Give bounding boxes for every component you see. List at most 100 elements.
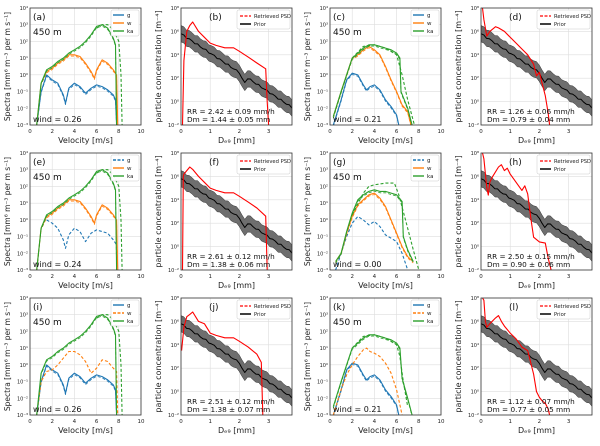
series-ka-model-line xyxy=(335,190,414,264)
x-tick-label: 4 xyxy=(373,129,377,135)
retrieved-psd-line xyxy=(482,298,551,415)
series-ka-line xyxy=(335,189,414,262)
legend-label-prior: Prior xyxy=(554,22,567,28)
dm-annotation: Dm = 0.79 ± 0.04 mm xyxy=(487,115,570,124)
y-tick-label: 10⁴ xyxy=(320,151,328,157)
x-tick-label: 0 xyxy=(28,419,32,425)
x-tick-label: 3 xyxy=(567,129,571,135)
axes-frame xyxy=(480,152,593,271)
prior-band xyxy=(481,25,592,117)
y-tick-label: 10⁰ xyxy=(171,100,179,106)
series-g-line xyxy=(335,215,409,270)
x-tick-label: 8 xyxy=(417,129,421,135)
y-tick-label: 10⁸ xyxy=(471,151,479,157)
panel-label: (k) xyxy=(333,303,345,313)
rr-annotation: RR = 2.61 ± 0.12 mm/h xyxy=(187,252,275,261)
y-tick-label: 10² xyxy=(320,329,328,335)
y-tick-label: 10⁶ xyxy=(171,319,179,325)
legend-box xyxy=(410,9,440,37)
plot-area xyxy=(181,311,292,415)
panel-e: 0 2 4 6 8 10 10⁻³ 10⁻² 10⁻¹ 10⁰ 10¹ 10² 10³ 10⁴ Veloci… xyxy=(3,151,145,290)
x-tick-label: 2 xyxy=(50,129,54,135)
y-tick-label: 10² xyxy=(320,39,328,45)
y-tick-label: 10⁰ xyxy=(171,245,179,251)
y-tick-label: 10¹ xyxy=(320,56,328,62)
x-axis-label: Velocity [m/s] xyxy=(58,136,113,145)
y-tick-label: 10⁶ xyxy=(471,174,479,180)
y-tick-label: 10⁸ xyxy=(471,296,479,302)
y-tick-label: 10⁴ xyxy=(471,53,479,59)
legend-label-w: w xyxy=(427,311,432,317)
y-tick-label: 10² xyxy=(320,184,328,190)
x-tick-label: 0 xyxy=(328,129,332,135)
prior-band xyxy=(181,315,292,407)
y-tick-label: 10¹ xyxy=(320,201,328,207)
series-g-line xyxy=(36,364,118,415)
legend-label-ka: ka xyxy=(127,319,133,325)
x-tick-label: 6 xyxy=(395,129,399,135)
series-g-model-line xyxy=(333,364,399,415)
rr-annotation: RR = 2.51 ± 0.12 mm/h xyxy=(187,397,275,406)
y-tick-label: 10⁻² xyxy=(317,106,328,112)
plot-area xyxy=(36,169,123,270)
panel-label: (l) xyxy=(509,303,519,313)
y-tick-label: 10⁶ xyxy=(171,174,179,180)
panel-label: (c) xyxy=(333,13,345,23)
x-tick-label: 0 xyxy=(479,129,483,135)
y-tick-label: 10² xyxy=(171,221,179,227)
x-tick-label: 0 xyxy=(479,274,483,280)
y-tick-label: 10⁰ xyxy=(320,363,328,369)
x-tick-label: 2 xyxy=(50,274,54,280)
retrieved-psd-line xyxy=(481,8,551,125)
dm-annotation: Dm = 1.38 ± 0.07 mm xyxy=(187,405,270,414)
rr-annotation: RR = 2.42 ± 0.09 mm/h xyxy=(187,107,275,116)
x-tick-label: 2 xyxy=(238,274,242,280)
y-axis-label: particle concentration [m⁻⁴] xyxy=(154,10,163,122)
x-tick-label: 2 xyxy=(350,129,354,135)
retrieved-psd-line xyxy=(481,153,552,270)
legend-label-retrieved: Retrieved PSD xyxy=(254,159,291,165)
x-tick-label: 8 xyxy=(417,274,421,280)
legend-box xyxy=(110,9,140,37)
x-tick-label: 8 xyxy=(117,419,121,425)
y-tick-label: 10² xyxy=(20,329,28,335)
axes-frame xyxy=(329,7,442,126)
axes-frame xyxy=(29,152,142,271)
y-tick-label: 10⁴ xyxy=(171,198,179,204)
series-ka-model-line xyxy=(36,170,117,270)
panel-label: (f) xyxy=(209,158,219,168)
y-tick-label: 10² xyxy=(20,184,28,190)
panel-label: (e) xyxy=(33,158,46,168)
x-tick-label: 10 xyxy=(438,274,445,280)
panel-label: (i) xyxy=(33,303,43,313)
y-tick-label: 10³ xyxy=(20,168,28,174)
legend-label-g: g xyxy=(127,158,131,164)
series-ka-model-line xyxy=(36,315,117,415)
y-tick-label: 10⁻² xyxy=(468,268,479,274)
y-tick-label: 10⁰ xyxy=(20,73,28,79)
series-ka-model-line xyxy=(332,45,413,125)
y-tick-label: 10⁴ xyxy=(320,296,328,302)
x-tick-label: 1 xyxy=(208,274,212,280)
legend-label-retrieved: Retrieved PSD xyxy=(254,14,291,20)
y-tick-label: 10⁰ xyxy=(171,390,179,396)
x-tick-label: 3 xyxy=(567,419,571,425)
series-g-line xyxy=(46,219,118,249)
y-tick-label: 10⁻² xyxy=(17,396,28,402)
legend-label-w: w xyxy=(127,21,132,27)
axes-frame xyxy=(29,297,142,416)
x-tick-label: 1 xyxy=(208,129,212,135)
x-tick-label: 2 xyxy=(538,129,542,135)
panel-label: (d) xyxy=(509,13,522,23)
wind-annotation: wind = 0.00 xyxy=(333,260,382,269)
x-tick-label: 6 xyxy=(95,274,99,280)
x-tick-label: 6 xyxy=(395,274,399,280)
x-tick-label: 2 xyxy=(538,274,542,280)
y-tick-label: 10⁻³ xyxy=(17,123,28,129)
y-axis-label: particle concentration [m⁻⁴] xyxy=(454,300,463,412)
y-tick-label: 10⁻² xyxy=(168,413,179,419)
axes-frame xyxy=(329,152,442,271)
height-annotation: 450 m xyxy=(333,173,362,183)
x-tick-label: 8 xyxy=(117,129,121,135)
series-g-line xyxy=(332,72,400,125)
